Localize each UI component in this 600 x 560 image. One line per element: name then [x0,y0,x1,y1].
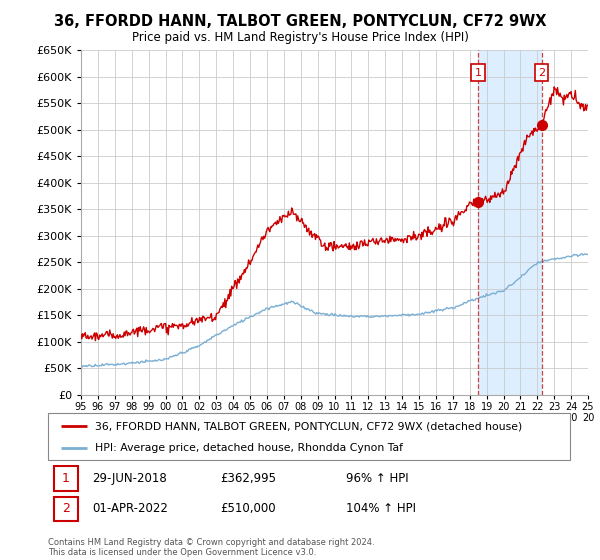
Bar [478,50,542,395]
Text: 2: 2 [62,502,70,515]
Text: 29-JUN-2018: 29-JUN-2018 [92,472,167,485]
Text: 01-APR-2022: 01-APR-2022 [92,502,168,515]
Text: 96% ↑ HPI: 96% ↑ HPI [346,472,408,485]
FancyBboxPatch shape [54,466,78,491]
Text: 1: 1 [475,68,482,78]
Text: £510,000: £510,000 [220,502,276,515]
FancyBboxPatch shape [54,497,78,521]
Text: Price paid vs. HM Land Registry's House Price Index (HPI): Price paid vs. HM Land Registry's House … [131,31,469,44]
Text: Contains HM Land Registry data © Crown copyright and database right 2024.
This d: Contains HM Land Registry data © Crown c… [48,538,374,557]
FancyBboxPatch shape [48,413,570,460]
Text: 36, FFORDD HANN, TALBOT GREEN, PONTYCLUN, CF72 9WX (detached house): 36, FFORDD HANN, TALBOT GREEN, PONTYCLUN… [95,421,522,431]
Text: 36, FFORDD HANN, TALBOT GREEN, PONTYCLUN, CF72 9WX: 36, FFORDD HANN, TALBOT GREEN, PONTYCLUN… [54,14,546,29]
Text: £362,995: £362,995 [220,472,276,485]
Text: 1: 1 [62,472,70,485]
Text: 2: 2 [538,68,545,78]
Text: 104% ↑ HPI: 104% ↑ HPI [346,502,416,515]
Text: HPI: Average price, detached house, Rhondda Cynon Taf: HPI: Average price, detached house, Rhon… [95,444,403,454]
